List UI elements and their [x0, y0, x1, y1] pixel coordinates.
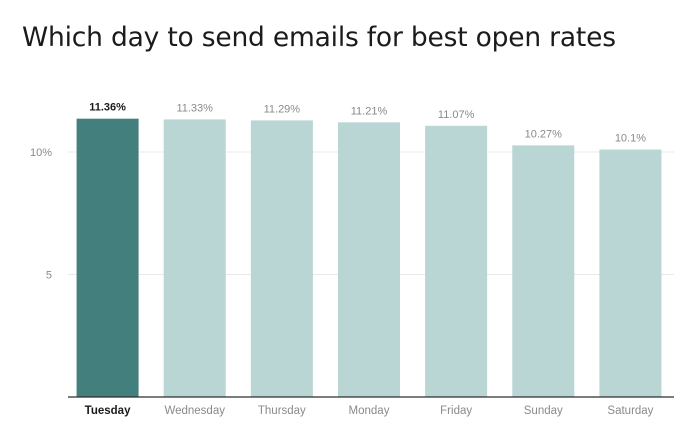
x-tick-label: Monday — [349, 405, 390, 417]
data-label: 11.29% — [264, 103, 301, 115]
x-tick-label: Tuesday — [85, 405, 131, 417]
data-label: 10.1% — [615, 133, 646, 145]
data-label: 11.21% — [351, 105, 388, 117]
y-tick-label: 5 — [46, 270, 52, 282]
bars — [76, 118, 662, 398]
data-labels: 11.36% 11.33% 11.29% 11.21% 11.07% 10.27% 10.1… — [89, 102, 646, 145]
bar-thursday — [250, 120, 313, 398]
bar-sunday — [512, 145, 575, 397]
y-tick-label: 10% — [30, 147, 52, 159]
bar-tuesday — [76, 118, 139, 398]
bar-monday — [338, 122, 400, 397]
x-tick-label: Sunday — [524, 405, 563, 417]
x-tick-label: Friday — [440, 405, 472, 417]
bar-wednesday — [163, 119, 226, 397]
axes: 5 10% Tuesday Wednesday Thursday Monday Friday… — [30, 147, 674, 417]
bar-saturday — [599, 149, 662, 397]
data-label: 11.36% — [89, 102, 126, 114]
x-tick-label: Wednesday — [164, 405, 225, 417]
x-tick-label: Saturday — [607, 405, 653, 417]
data-label: 11.33% — [176, 102, 213, 114]
bar-friday — [425, 125, 488, 397]
data-label: 10.27% — [525, 128, 563, 140]
x-tick-label: Thursday — [258, 405, 306, 417]
data-label: 11.07% — [438, 109, 475, 121]
chart-title: Which day to send emails for best open r… — [22, 22, 616, 53]
